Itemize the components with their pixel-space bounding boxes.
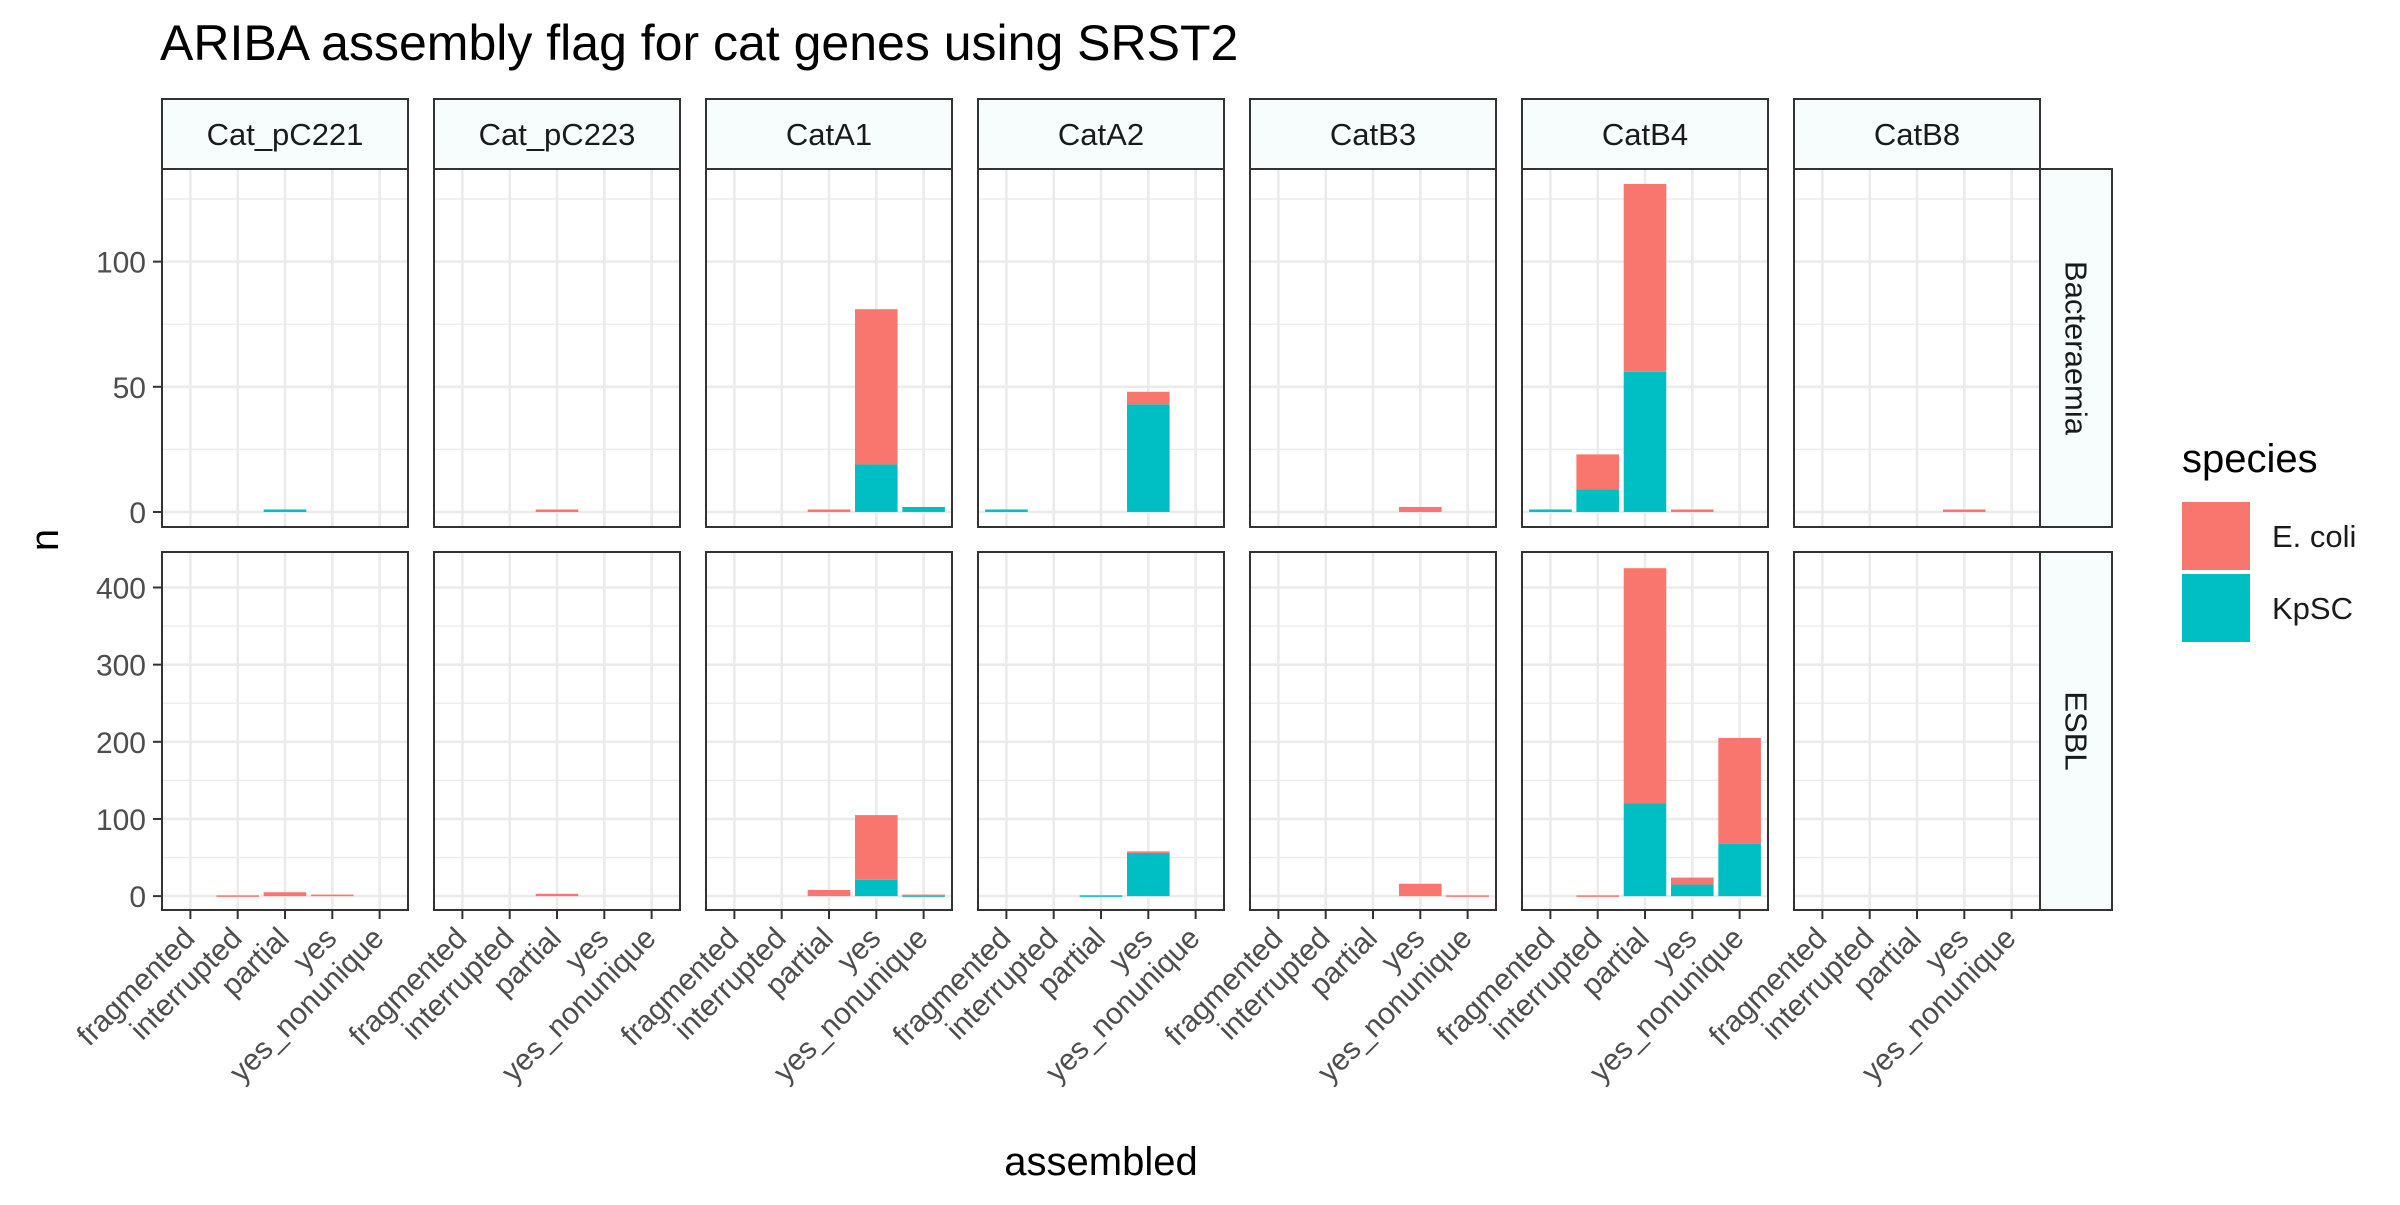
facet-strip-label-catb4: CatB4	[1602, 117, 1688, 152]
bar-esbl-cat-pc221-yes-e-coli	[311, 894, 354, 897]
facet-strip-label-cat-pc221: Cat_pC221	[207, 117, 364, 152]
bar-esbl-catb4-yes-e-coli	[1671, 877, 1714, 885]
bar-esbl-catb3-yes-e-coli	[1399, 883, 1442, 897]
bar-esbl-catb4-yes-nonunique-e-coli	[1718, 737, 1761, 844]
bar-bacteraemia-catb4-partial-e-coli	[1623, 184, 1667, 372]
bar-bacteraemia-cat-pc223-partial-e-coli	[535, 509, 579, 512]
panel-border-bacteraemia-cat-pc221	[161, 168, 409, 528]
facet-strip-label-cat-pc223: Cat_pC223	[479, 117, 636, 152]
y-tick-label-esbl-0: 0	[129, 881, 146, 914]
bar-bacteraemia-catb4-interrupted-e-coli	[1576, 454, 1619, 490]
facet-strip-label-cata2: CatA2	[1058, 117, 1144, 152]
panel-border-bacteraemia-cata2	[977, 168, 1225, 528]
legend-title: species	[2182, 437, 2318, 481]
legend-key-kpsc	[2182, 574, 2250, 642]
bar-esbl-catb4-partial-kpsc	[1623, 803, 1667, 897]
facet-strip-cata2	[977, 98, 1225, 170]
facet-strip-cata1	[705, 98, 953, 170]
legend-label-kpsc: KpSC	[2272, 591, 2353, 626]
bar-esbl-cat-pc221-partial-e-coli	[263, 892, 307, 897]
y-tick-label-esbl-400: 400	[96, 572, 146, 605]
bar-bacteraemia-cata1-yes-kpsc	[855, 464, 898, 512]
bar-bacteraemia-cat-pc221-partial-kpsc	[263, 509, 307, 512]
bar-bacteraemia-catb4-yes-e-coli	[1671, 509, 1714, 512]
x-axis-title: assembled	[1004, 1140, 1197, 1184]
y-axis-title: n	[23, 529, 67, 551]
legend-key-e-coli	[2182, 502, 2250, 570]
y-tick-label-bacteraemia-50: 50	[113, 372, 146, 405]
bar-esbl-catb4-yes-nonunique-kpsc	[1718, 843, 1761, 897]
bar-esbl-cat-pc221-interrupted-e-coli	[216, 895, 259, 897]
facet-strip-label-catb8: CatB8	[1874, 117, 1960, 152]
bar-esbl-catb4-interrupted-e-coli	[1576, 895, 1619, 897]
bar-bacteraemia-catb4-interrupted-kpsc	[1576, 489, 1619, 512]
y-tick-label-bacteraemia-0: 0	[129, 497, 146, 530]
facet-strip-label-cata1: CatA1	[786, 117, 872, 152]
y-tick-label-bacteraemia-100: 100	[96, 247, 146, 280]
bar-bacteraemia-cata2-fragmented-kpsc	[985, 509, 1028, 512]
bar-bacteraemia-cata1-yes-e-coli	[855, 309, 898, 465]
bar-esbl-cata1-yes-nonunique-e-coli	[902, 894, 945, 897]
bar-bacteraemia-cata1-partial-e-coli	[807, 509, 851, 512]
bar-esbl-cata1-yes-e-coli	[855, 815, 898, 880]
y-tick-label-esbl-300: 300	[96, 650, 146, 683]
bar-esbl-cata2-partial-kpsc	[1079, 895, 1123, 897]
bar-esbl-catb4-yes-kpsc	[1671, 884, 1714, 897]
panel-border-bacteraemia-cat-pc223	[433, 168, 681, 528]
bar-esbl-cat-pc223-partial-e-coli	[535, 893, 579, 897]
bar-bacteraemia-catb8-yes-e-coli	[1943, 509, 1986, 512]
facet-strip-label-bacteraemia: Bacteraemia	[2059, 261, 2094, 436]
chart-title: ARIBA assembly flag for cat genes using …	[160, 15, 1238, 71]
bar-bacteraemia-cata2-yes-kpsc	[1127, 404, 1170, 512]
bar-bacteraemia-cata2-yes-e-coli	[1127, 391, 1170, 405]
bar-bacteraemia-cata1-yes-nonunique-kpsc	[902, 506, 945, 512]
facet-strip-esbl	[2039, 551, 2113, 911]
bar-bacteraemia-catb4-fragmented-kpsc	[1529, 509, 1572, 512]
panel-border-bacteraemia-cata1	[705, 168, 953, 528]
bar-esbl-catb3-yes-nonunique-e-coli	[1446, 895, 1489, 897]
bar-esbl-cata2-yes-e-coli	[1127, 851, 1170, 853]
bar-bacteraemia-catb4-partial-kpsc	[1623, 371, 1667, 512]
bar-esbl-cata1-yes-kpsc	[855, 879, 898, 897]
y-tick-label-esbl-100: 100	[96, 804, 146, 837]
bar-esbl-cata2-yes-kpsc	[1127, 852, 1170, 897]
facet-strip-catb4	[1521, 98, 1769, 170]
bar-esbl-cata1-yes-nonunique-kpsc	[902, 895, 945, 897]
panel-border-bacteraemia-catb8	[1793, 168, 2041, 528]
facet-strip-cat-pc223	[433, 98, 681, 170]
y-tick-label-esbl-200: 200	[96, 727, 146, 760]
panel-border-bacteraemia-catb4	[1521, 168, 1769, 528]
facet-strip-label-esbl: ESBL	[2059, 691, 2094, 770]
bar-esbl-cata1-partial-e-coli	[807, 889, 851, 897]
facet-strip-cat-pc221	[161, 98, 409, 170]
facet-strip-label-catb3: CatB3	[1330, 117, 1416, 152]
legend-label-e-coli: E. coli	[2272, 519, 2356, 554]
panel-border-bacteraemia-catb3	[1249, 168, 1497, 528]
bar-bacteraemia-catb3-yes-e-coli	[1399, 506, 1442, 512]
bar-esbl-catb4-partial-e-coli	[1623, 568, 1667, 804]
